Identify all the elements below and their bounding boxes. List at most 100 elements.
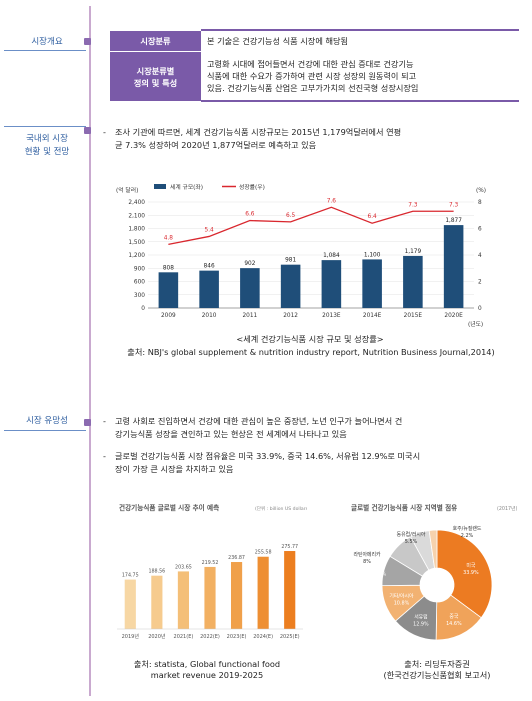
slice-name-label: 기타/아시아 bbox=[389, 592, 414, 599]
chart1-title: <세계 건강기능식품 시장 규모 및 성장률> bbox=[236, 334, 384, 344]
slice-name-label: 서유럽 bbox=[414, 613, 428, 620]
growth-line bbox=[168, 206, 454, 246]
legend-bar-swatch bbox=[154, 184, 166, 189]
y2-tick-label: 8 bbox=[478, 200, 482, 206]
caption-line: 출처: 리딩투자증권 bbox=[404, 659, 470, 669]
bar bbox=[204, 566, 216, 629]
x-tick-label: 2020E bbox=[444, 313, 463, 319]
slice-name-label: 미국 bbox=[466, 562, 475, 569]
bar bbox=[199, 270, 219, 308]
bullet-market-size: - 조사 기관에 따르면, 세계 건강기능식품 시장규모는 2015년 1,17… bbox=[103, 126, 521, 151]
growth-label: 6.4 bbox=[368, 214, 378, 220]
bar bbox=[443, 225, 464, 308]
bar bbox=[240, 268, 260, 308]
slice-value-label: 14.6% bbox=[446, 621, 462, 627]
value-line: 식품에 대한 수요가 증가하여 관련 시장 성장의 원동력이 되고 bbox=[207, 71, 417, 81]
chart3-title: 글로벌 건강기능식품 시장 지역별 점유 bbox=[351, 503, 457, 512]
bar-value-label: 1,100 bbox=[364, 252, 381, 258]
x-tick-label: 2011 bbox=[242, 313, 257, 319]
x-tick-label: 2015E bbox=[404, 313, 423, 319]
y-tick-label: 1,500 bbox=[128, 240, 145, 246]
chart3-title-note: (2017년) bbox=[497, 505, 517, 512]
slice-name-label: 동유럽/러시아 bbox=[397, 531, 426, 538]
slice-value-label: 8% bbox=[363, 559, 371, 565]
bullet-share: - 글로벌 건강기능식품 시장 점유율은 미국 33.9%, 중국 14.6%,… bbox=[103, 450, 521, 475]
x-tick-label: 2009 bbox=[161, 313, 176, 319]
slice-value-label: 2.2% bbox=[461, 533, 474, 539]
bar-value-label: 174.75 bbox=[122, 573, 139, 579]
bullet-line: 고령 사회로 진입하면서 건강에 대한 관심이 높은 중장년, 노년 인구가 늘… bbox=[115, 416, 403, 426]
y-axis-unit: (억 달러) bbox=[116, 186, 138, 194]
growth-label: 6.5 bbox=[286, 213, 296, 219]
bullet-dash: - bbox=[103, 451, 106, 461]
y2-axis-unit: (%) bbox=[476, 188, 486, 194]
y-tick-label: 1,800 bbox=[128, 227, 145, 233]
bar bbox=[403, 255, 423, 308]
table-header-cell: 시장분류별 정의 및 특성 bbox=[110, 51, 201, 101]
x-axis-unit: (년도) bbox=[468, 320, 483, 328]
bar-value-label: 981 bbox=[285, 258, 296, 264]
header-line: 정의 및 특성 bbox=[133, 77, 178, 88]
chart2-source: 출처: statista, Global functional food mar… bbox=[107, 659, 307, 681]
bullet-line: 강기능식품 성장을 견인하고 있는 현상은 전 세계에서 나타나고 있음 bbox=[115, 428, 347, 439]
y-tick-label: 0 bbox=[141, 306, 145, 312]
bar-value-label: 236.87 bbox=[228, 555, 245, 561]
x-tick-label: 2022(E) bbox=[200, 634, 220, 640]
slice-value-label: 12.9% bbox=[413, 621, 429, 627]
bullet-dash: - bbox=[103, 416, 106, 426]
bar-value-label: 1,179 bbox=[405, 249, 422, 255]
pie-slice bbox=[428, 529, 438, 569]
caption-line: (한국건강기능신품협회 보고서) bbox=[383, 670, 491, 680]
y2-tick-label: 6 bbox=[478, 227, 482, 233]
header-line: 시장분류별 bbox=[136, 65, 175, 76]
chart1-source: 출처: NBJ's global supplement & nutrition … bbox=[127, 347, 495, 357]
x-tick-label: 2023(E) bbox=[227, 634, 247, 640]
caption-line: 출처: statista, Global functional food bbox=[133, 659, 281, 669]
bar bbox=[362, 259, 382, 308]
section-label-promising: 시장 유망성 bbox=[26, 416, 68, 426]
y-tick-label: 2,400 bbox=[128, 200, 145, 206]
section-rule bbox=[4, 50, 86, 51]
world-market-chart: 0 300 600 900 1,200 1,500 1,800 2,100 2,400 0 2 4 6 8… bbox=[116, 183, 486, 328]
legend-bar-label: 세계 규모(좌) bbox=[170, 183, 203, 191]
growth-label: 7.3 bbox=[449, 202, 459, 208]
y-tick-label: 1,200 bbox=[128, 253, 145, 259]
slice-value-label: 8.6% bbox=[374, 571, 387, 577]
pie-slice bbox=[436, 529, 493, 619]
bar bbox=[321, 260, 342, 308]
bullet-aging: - 고령 사회로 진입하면서 건강에 대한 관심이 높은 중장년, 노년 인구가… bbox=[103, 415, 521, 440]
global-trend-chart: 건강기능식품 글로벌 시장 추이 예측 (단위 : billion US doll… bbox=[117, 503, 307, 640]
section-rule bbox=[4, 430, 86, 431]
x-tick-label: 2025(E) bbox=[280, 634, 300, 640]
bar bbox=[158, 272, 179, 308]
x-tick-label: 2010 bbox=[202, 313, 217, 319]
bar-value-label: 846 bbox=[204, 264, 215, 270]
y-tick-label: 900 bbox=[134, 266, 145, 272]
slice-name-label: 호주/뉴질랜드 bbox=[453, 525, 482, 532]
bar-value-label: 902 bbox=[244, 261, 255, 267]
x-tick-label: 2019년 bbox=[122, 633, 140, 640]
bar-value-label: 203.65 bbox=[175, 564, 192, 570]
caption-line: market revenue 2019-2025 bbox=[150, 670, 264, 680]
section-marker bbox=[84, 127, 91, 134]
bar-value-label: 255.58 bbox=[255, 550, 272, 556]
growth-label: 4.8 bbox=[164, 235, 174, 241]
x-tick-label: 2013E bbox=[322, 313, 341, 319]
y2-tick-label: 2 bbox=[478, 280, 482, 286]
table-row: 시장분류별 정의 및 특성 고령화 시대에 접어들면서 건강에 대한 관심 증대… bbox=[110, 51, 519, 102]
bar bbox=[257, 556, 269, 629]
section-marker bbox=[84, 419, 91, 426]
bar-value-label: 1,084 bbox=[323, 253, 340, 259]
value-line: 있음. 건강기능식품 산업은 고부가가치의 선진국형 성장시장임 bbox=[207, 83, 419, 93]
y2-tick-label: 0 bbox=[478, 306, 482, 312]
legend-line-label: 성장률(우) bbox=[239, 183, 265, 191]
bar-value-label: 188.56 bbox=[148, 569, 165, 575]
bar-value-label: 808 bbox=[163, 265, 174, 271]
growth-label: 7.6 bbox=[327, 198, 337, 204]
slice-name-label: 일본 bbox=[376, 563, 385, 570]
bar-value-label: 219.52 bbox=[202, 560, 219, 566]
bullet-line: 장이 가장 큰 시장을 차지하고 있음 bbox=[115, 463, 234, 474]
bar bbox=[284, 551, 296, 629]
table-header-cell: 시장분류 bbox=[110, 29, 201, 52]
slice-name-label: 라틴아메리카 bbox=[354, 551, 381, 558]
